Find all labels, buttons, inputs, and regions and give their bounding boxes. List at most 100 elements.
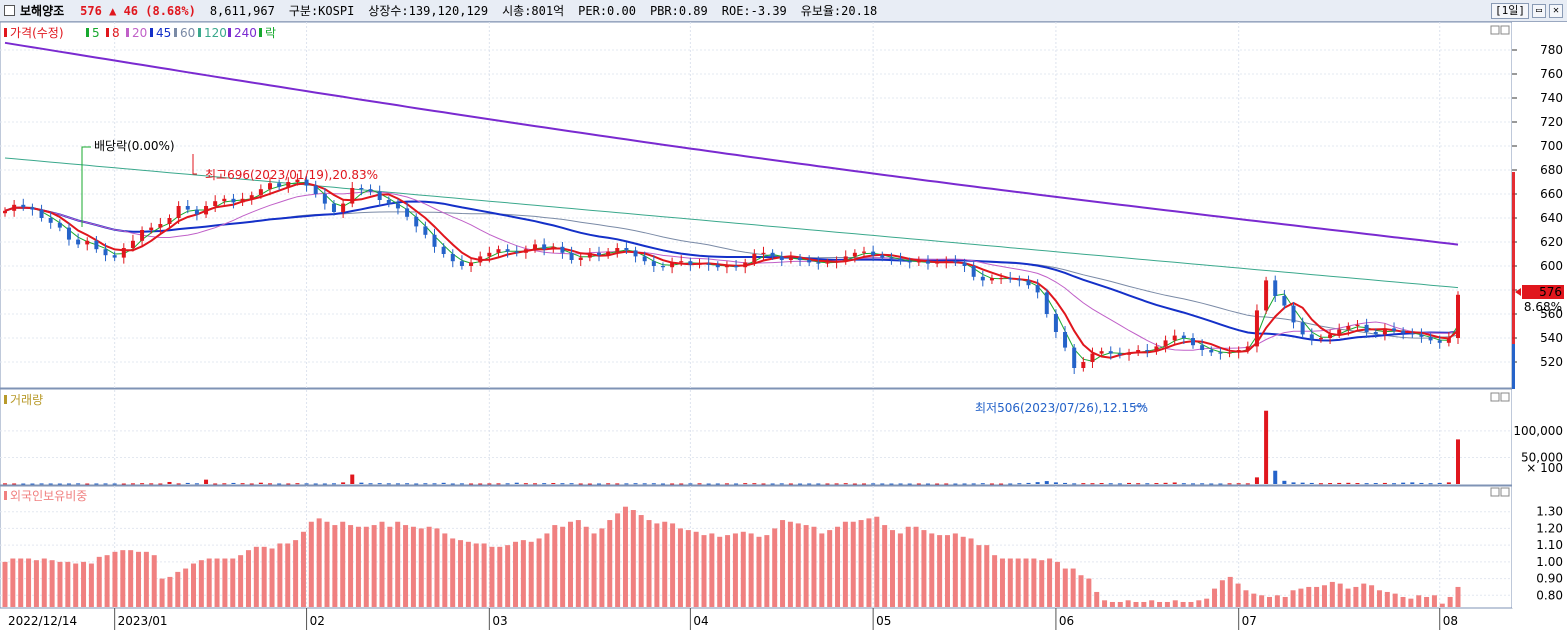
foreign-bar (1117, 601, 1123, 607)
candle-body (889, 257, 894, 259)
foreign-bar (206, 558, 212, 607)
foreign-bar (10, 558, 16, 607)
foreign-bar (913, 526, 919, 607)
candle-body (971, 266, 976, 277)
candle-body (1172, 335, 1177, 341)
ma20-line (4, 191, 1459, 351)
period-selector[interactable]: [1일] (1491, 3, 1529, 19)
candle-body (944, 261, 949, 263)
volume-bar (277, 483, 282, 485)
foreign-bar (450, 538, 456, 607)
foreign-bar (1125, 600, 1131, 607)
foreign-bar (772, 528, 778, 607)
volume-bar (478, 483, 483, 485)
candle-body (469, 262, 474, 266)
volume-bar (889, 483, 894, 485)
foreign-bar (387, 526, 393, 607)
candle-body (1117, 353, 1122, 355)
candle-body (1355, 324, 1360, 326)
foreign-bar (120, 550, 126, 607)
volume-panel-buttons[interactable] (1490, 392, 1510, 402)
foreign-bar (340, 521, 346, 607)
foreign-bar (175, 571, 181, 607)
stock-chart[interactable]: 5205405605806006206406606807007207407607… (0, 22, 1567, 630)
foreign-bar (1267, 596, 1273, 607)
candle-body (752, 254, 757, 263)
foreign-bar (717, 536, 723, 607)
volume-bar (779, 483, 784, 485)
foreign-bar (1290, 590, 1296, 607)
foreign-bar (850, 521, 856, 607)
candle-body (158, 224, 163, 228)
volume-bar (1437, 482, 1442, 484)
candle-body (1410, 333, 1415, 335)
volume-bar (715, 483, 720, 485)
candle-body (734, 266, 739, 268)
volume-bar (697, 483, 702, 485)
foreign-bar (497, 546, 503, 607)
price-tick-label: 600 (1540, 259, 1563, 273)
volume-bar (514, 482, 519, 484)
price-change: 46 (123, 3, 139, 18)
foreign-bar (520, 540, 526, 607)
candle-body (176, 206, 181, 218)
foreign-bar (984, 545, 990, 607)
volume-bar (213, 483, 218, 485)
price-tick-label: 680 (1540, 163, 1563, 177)
close-icon[interactable]: ✕ (1549, 4, 1563, 18)
candle-body (825, 262, 830, 264)
price-panel-buttons[interactable] (1490, 25, 1510, 35)
pbr-value: PBR:0.89 (649, 3, 708, 18)
foreign-bar (1102, 600, 1108, 607)
volume-bar (21, 483, 26, 485)
volume-bar (3, 483, 7, 485)
ma120-line (4, 157, 1459, 289)
restore-icon[interactable]: ▭ (1532, 4, 1546, 18)
x-tick-label: 05 (876, 614, 891, 628)
foreign-bar (1212, 588, 1218, 607)
foreign-bar (835, 526, 841, 607)
foreign-bar (1353, 586, 1359, 607)
candle-body (770, 252, 775, 257)
foreign-bar (269, 548, 275, 607)
candle-body (341, 203, 346, 212)
volume-bar (1026, 482, 1031, 484)
price-tick-label: 760 (1540, 67, 1563, 81)
price-tick-label: 660 (1540, 187, 1563, 201)
candle-body (688, 261, 693, 265)
candle-body (660, 266, 665, 268)
foreign-bar (49, 560, 55, 607)
legend-ma5: 5 (92, 26, 100, 40)
candle-body (1154, 346, 1159, 352)
foreign-bar (505, 545, 511, 607)
foreign-bar (1133, 601, 1139, 607)
candle-body (1053, 314, 1058, 332)
foreign-bar (33, 560, 39, 607)
x-tick-label: 08 (1443, 614, 1458, 628)
foreign-bar (403, 525, 409, 607)
candle-body (569, 252, 574, 260)
volume-bar (194, 483, 199, 485)
candle-body (1254, 310, 1259, 347)
volume-bar (103, 483, 108, 485)
foreign-bar (677, 528, 683, 607)
price-tick-label: 700 (1540, 139, 1563, 153)
volume-bar (1264, 410, 1269, 484)
foreign-bar (701, 535, 707, 607)
volume-bar (852, 483, 857, 485)
volume-bar (688, 483, 693, 485)
select-checkbox[interactable] (4, 5, 15, 16)
foreign-bar (1047, 558, 1053, 607)
candle-body (1456, 294, 1460, 338)
foreign-bar (473, 543, 479, 607)
foreign-bar (1157, 601, 1163, 607)
candle-body (277, 183, 282, 187)
volume-bar (752, 483, 757, 485)
foreign-panel-buttons[interactable] (1490, 487, 1510, 497)
candle-body (1044, 292, 1049, 314)
candle-body (286, 182, 291, 187)
foreign-bar (874, 516, 880, 607)
price-tick-label: 740 (1540, 91, 1563, 105)
foreign-bar (238, 555, 244, 607)
